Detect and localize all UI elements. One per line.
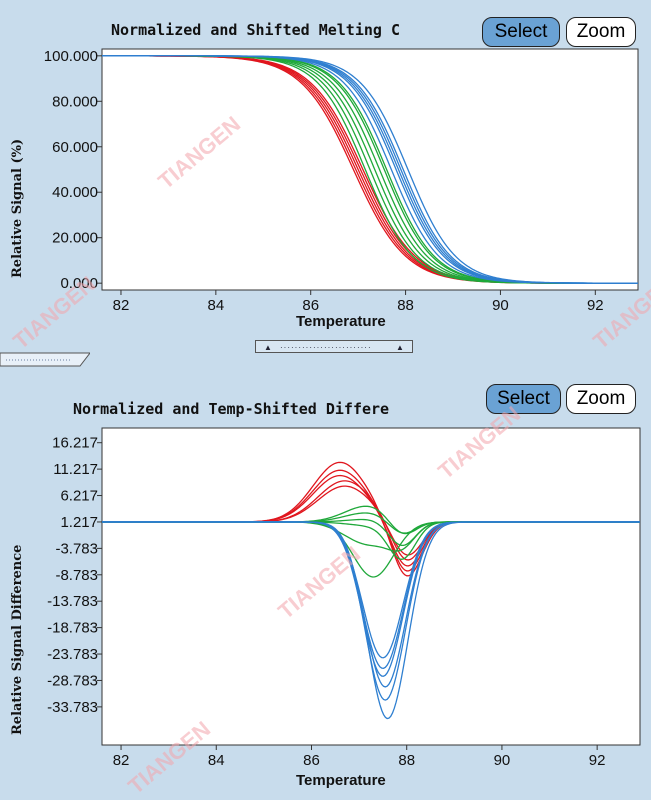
- melting-curve-chart: 100.000 80.000 60.000 40.000 20.000 0.000 82 84…: [44, 48, 639, 314]
- y-tick-label: -18.783: [47, 620, 98, 637]
- y-tick-label: 0.000: [60, 275, 98, 292]
- difference-title: Normalized and Temp-Shifted Differe: [73, 400, 390, 418]
- x-tick-label: 82: [113, 297, 130, 314]
- x-tick-label: 92: [589, 752, 606, 769]
- y-tick-label: 40.000: [52, 184, 98, 201]
- x-tick-label: 92: [587, 297, 604, 314]
- y-tick-label: -23.783: [47, 646, 98, 663]
- zoom-button[interactable]: Zoom: [566, 17, 636, 47]
- blue-series-line: [102, 521, 640, 720]
- y-tick-label: -33.783: [47, 699, 98, 716]
- splitter-left-arrow-icon: ▲: [264, 343, 272, 352]
- x-axis-label: Temperature: [296, 313, 386, 330]
- panel-tab-handle[interactable]: [0, 351, 90, 367]
- blue-series-line: [102, 55, 638, 284]
- difference-panel: Normalized and Temp-Shifted Differe Sele…: [0, 370, 651, 792]
- x-tick-label: 90: [492, 297, 509, 314]
- y-tick-label: -3.783: [55, 540, 98, 557]
- x-tick-label: 90: [494, 752, 511, 769]
- series-lines: [102, 55, 638, 284]
- y-tick-label: 100.000: [44, 48, 98, 65]
- x-axis-label: Temperature: [296, 772, 386, 789]
- splitter-grip-icon: ·························: [280, 343, 372, 352]
- y-tick-label: -28.783: [47, 672, 98, 689]
- melting-curve-panel: Normalized and Shifted Melting C Select …: [0, 0, 651, 340]
- y-tick-label: 6.217: [60, 488, 98, 505]
- x-tick-label: 86: [302, 297, 319, 314]
- melting-curve-title: Normalized and Shifted Melting C: [111, 21, 400, 39]
- y-tick-label: 1.217: [60, 514, 98, 531]
- select-button[interactable]: Select: [486, 384, 561, 414]
- x-tick-label: 82: [113, 752, 130, 769]
- x-tick-label: 88: [397, 297, 414, 314]
- splitter-right-arrow-icon: ▲: [396, 343, 404, 352]
- x-tick-label: 88: [398, 752, 415, 769]
- y-tick-label: 11.217: [53, 461, 98, 478]
- zoom-button[interactable]: Zoom: [566, 384, 636, 414]
- y-tick-label: 16.217: [52, 435, 98, 452]
- y-tick-label: 20.000: [52, 230, 98, 247]
- plot-area: [101, 427, 641, 746]
- panel-splitter[interactable]: ▲ ························· ▲: [255, 340, 413, 353]
- x-tick-label: 84: [208, 752, 225, 769]
- select-button[interactable]: Select: [482, 17, 560, 47]
- y-tick-label: 80.000: [52, 93, 98, 110]
- x-tick-label: 84: [207, 297, 224, 314]
- y-tick-label: 60.000: [52, 139, 98, 156]
- series-lines: [102, 461, 640, 720]
- y-tick-label: -13.783: [47, 593, 98, 610]
- x-tick-label: 86: [303, 752, 320, 769]
- difference-chart: 16.217 11.217 6.217 1.217 -3.783 -8.783 -13.78…: [47, 427, 641, 769]
- y-tick-label: -8.783: [55, 567, 98, 584]
